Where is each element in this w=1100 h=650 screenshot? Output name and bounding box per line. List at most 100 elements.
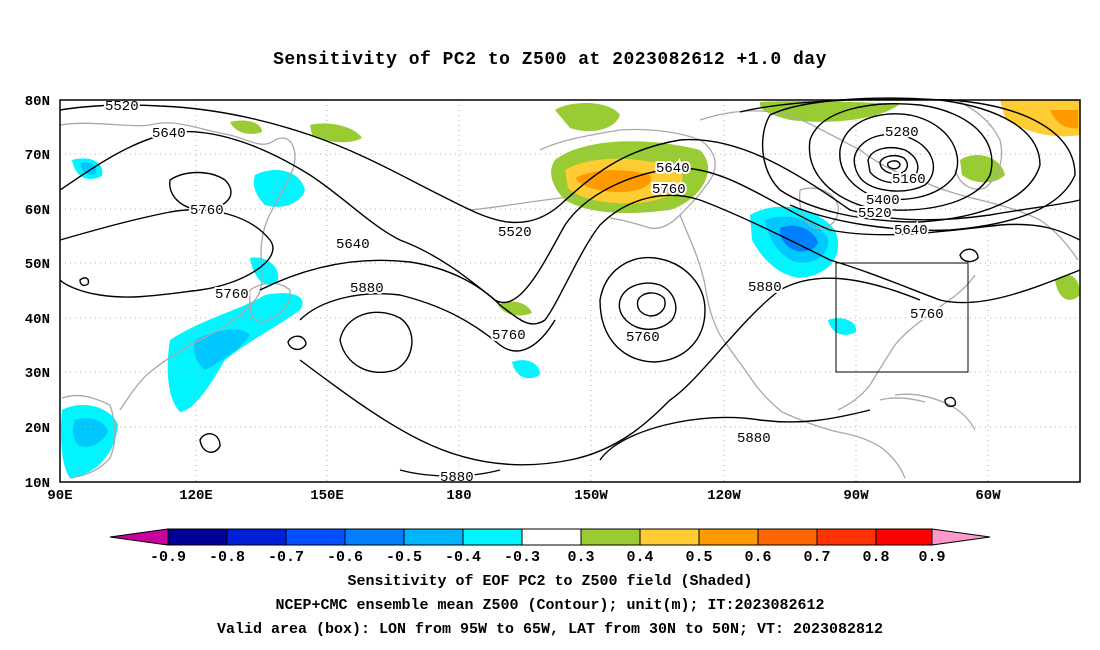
caption-line-3: Valid area (box): LON from 95W to 65W, L… bbox=[216, 621, 884, 638]
shade-orange-arctic bbox=[1050, 110, 1078, 129]
contour-5040 bbox=[886, 160, 901, 170]
colorbar-tick: -0.6 bbox=[327, 549, 363, 566]
shade-cyan-sakhalin bbox=[250, 257, 279, 285]
caption-line-2: NCEP+CMC ensemble mean Z500 (Contour); u… bbox=[275, 597, 825, 614]
colorbar-right-arrow bbox=[931, 528, 991, 546]
colorbar-swatch bbox=[875, 528, 933, 546]
lon-label: 60W bbox=[975, 488, 1001, 504]
contour-label: 5280 bbox=[885, 125, 919, 141]
shade-yellow-arctic bbox=[1000, 100, 1080, 137]
lat-label: 50N bbox=[25, 257, 50, 273]
shade-blue-canada bbox=[779, 225, 818, 252]
contour-label: 5760 bbox=[626, 330, 660, 346]
coast-greenland bbox=[954, 101, 1003, 190]
lon-label: 90E bbox=[47, 488, 72, 504]
contour-label: 5640 bbox=[894, 223, 928, 239]
contour-5280 bbox=[839, 113, 959, 201]
colorbar-tick: 0.9 bbox=[918, 549, 945, 566]
colorbar-tick: -0.5 bbox=[386, 549, 422, 566]
contour-label: 5520 bbox=[498, 225, 532, 241]
contour-label: 5640 bbox=[152, 126, 186, 142]
lat-label: 40N bbox=[25, 312, 50, 328]
contour-5400 bbox=[761, 97, 1041, 223]
contour-label: 5760 bbox=[652, 182, 686, 198]
contour-label: 5760 bbox=[215, 287, 249, 303]
contour-label: 5400 bbox=[866, 193, 900, 209]
caption-line-1: Sensitivity of EOF PC2 to Z500 field (Sh… bbox=[347, 573, 753, 590]
contour-5760-high-pacific-core bbox=[636, 292, 666, 317]
latitude-labels: 80N 70N 60N 50N 40N 30N 20N 10N bbox=[25, 94, 50, 492]
contour-5220 bbox=[853, 133, 935, 192]
contour-5640-a bbox=[59, 130, 1081, 304]
shade-green-greenland bbox=[960, 155, 1005, 183]
contour-label: 5880 bbox=[440, 470, 474, 486]
shade-green-dateline bbox=[498, 301, 532, 316]
contour-label: 5760 bbox=[910, 307, 944, 323]
contour-5100 bbox=[879, 154, 909, 175]
shade-lightblue-japan bbox=[193, 329, 250, 370]
contour-label: 5160 bbox=[892, 172, 926, 188]
longitude-labels: 90E 120E 150E 180 150W 120W 90W 60W bbox=[47, 488, 1001, 504]
map-title: Sensitivity of PC2 to Z500 at 2023082612… bbox=[273, 50, 827, 70]
shade-cyan-kamchatka bbox=[253, 170, 305, 207]
lat-label: 80N bbox=[25, 94, 50, 110]
coast-aleutians bbox=[469, 195, 576, 211]
contour-labels: 5520 5640 5760 5640 5760 5880 5520 5640 … bbox=[103, 97, 946, 488]
lat-label: 10N bbox=[25, 476, 50, 492]
coast-cuba bbox=[879, 397, 926, 403]
contour-small-caribbean bbox=[944, 396, 957, 408]
contour-label: 5760 bbox=[190, 203, 224, 219]
coast-alaska bbox=[539, 128, 716, 230]
colorbar-swatch bbox=[698, 528, 759, 546]
contour-label: 5880 bbox=[350, 281, 384, 297]
contour-5880-south bbox=[399, 469, 501, 477]
coast-japan bbox=[249, 282, 291, 323]
lon-label: 180 bbox=[446, 488, 471, 504]
contour-5880-a bbox=[299, 293, 556, 352]
contour-label: 5760 bbox=[492, 328, 526, 344]
shade-lightblue-siberia bbox=[80, 162, 97, 175]
colorbar-swatch bbox=[403, 528, 464, 546]
lat-label: 20N bbox=[25, 421, 50, 437]
lon-label: 90W bbox=[843, 488, 869, 504]
lat-label: 70N bbox=[25, 148, 50, 164]
coast-se-asia bbox=[61, 394, 116, 479]
z500-contours bbox=[59, 97, 1081, 477]
lon-label: 150E bbox=[310, 488, 344, 504]
contour-label: 5880 bbox=[748, 280, 782, 296]
contour-label: 5520 bbox=[858, 206, 892, 222]
coast-west-na bbox=[679, 214, 783, 413]
colorbar-tick: -0.7 bbox=[268, 549, 304, 566]
contour-5760-c bbox=[259, 194, 1081, 325]
contour-5880-b bbox=[339, 311, 413, 374]
shade-green-bering bbox=[555, 103, 620, 132]
contour-label: 5880 bbox=[737, 431, 771, 447]
colorbar-swatch bbox=[816, 528, 877, 546]
colorbar-tick: -0.9 bbox=[150, 549, 186, 566]
contour-small-west bbox=[79, 277, 90, 287]
colorbar-swatch bbox=[167, 528, 228, 546]
contour-5160 bbox=[867, 147, 919, 184]
colorbar-tick: 0.3 bbox=[567, 549, 594, 566]
map-frame bbox=[59, 99, 1081, 483]
contour-5760-b bbox=[169, 171, 232, 211]
contour-label: 5640 bbox=[336, 237, 370, 253]
colorbar-swatch bbox=[462, 528, 523, 546]
contour-label: 5520 bbox=[105, 99, 139, 115]
contour-5760-a bbox=[59, 209, 274, 298]
colorbar-swatch bbox=[521, 528, 582, 546]
colorbar-tick: 0.5 bbox=[685, 549, 712, 566]
lon-label: 120W bbox=[707, 488, 741, 504]
colorbar-tick: -0.3 bbox=[504, 549, 540, 566]
contour-small-canada bbox=[959, 248, 979, 263]
coast-mexico bbox=[781, 411, 906, 479]
colorbar-swatch bbox=[580, 528, 641, 546]
contour-label: 5640 bbox=[656, 161, 690, 177]
contour-5880-d bbox=[599, 409, 871, 461]
shade-lightblue-scs bbox=[73, 418, 108, 447]
coast-hudson bbox=[798, 187, 839, 229]
colorbar-tick: -0.4 bbox=[445, 549, 481, 566]
coast-caribbean bbox=[894, 393, 976, 431]
sensitivity-shading bbox=[60, 100, 1080, 478]
